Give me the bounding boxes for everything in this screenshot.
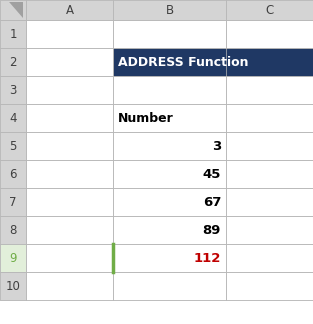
Bar (226, 0, 313, 20)
Text: B: B (166, 4, 174, 17)
Bar (226, 76, 313, 104)
Text: 9: 9 (9, 251, 17, 264)
Bar (0, 160, 26, 188)
Bar (0, 76, 26, 104)
Bar (113, 160, 226, 188)
Text: A: A (65, 4, 74, 17)
Bar (26, 244, 113, 272)
Bar (226, 188, 313, 216)
Text: 8: 8 (9, 224, 17, 237)
Bar (26, 188, 113, 216)
Text: Number: Number (118, 111, 174, 124)
Bar (113, 48, 313, 76)
Bar (113, 48, 226, 76)
Bar (226, 48, 313, 76)
Text: 3: 3 (9, 84, 17, 97)
Bar (113, 272, 226, 300)
Text: 89: 89 (203, 224, 221, 237)
Text: 4: 4 (9, 111, 17, 124)
Bar (113, 104, 226, 132)
Bar (0, 216, 26, 244)
Bar (226, 160, 313, 188)
Bar (226, 216, 313, 244)
Bar (226, 272, 313, 300)
Text: 45: 45 (203, 168, 221, 180)
Bar (26, 160, 113, 188)
Bar (26, 76, 113, 104)
Bar (0, 132, 26, 160)
Bar (26, 0, 113, 20)
Bar (113, 188, 226, 216)
Bar (0, 188, 26, 216)
Polygon shape (9, 2, 23, 18)
Bar (26, 48, 113, 76)
Bar (226, 132, 313, 160)
Text: 7: 7 (9, 195, 17, 209)
Bar (0, 272, 26, 300)
Bar (0, 0, 26, 20)
Text: ADDRESS Function: ADDRESS Function (118, 55, 249, 68)
Bar (0, 20, 26, 48)
Bar (226, 104, 313, 132)
Text: 2: 2 (9, 55, 17, 68)
Text: 10: 10 (6, 280, 20, 293)
Bar (113, 132, 226, 160)
Bar (113, 0, 226, 20)
Bar (26, 272, 113, 300)
Text: C: C (265, 4, 274, 17)
Bar (113, 20, 226, 48)
Bar (26, 104, 113, 132)
Text: 67: 67 (203, 195, 221, 209)
Text: 1: 1 (9, 28, 17, 40)
Bar (26, 20, 113, 48)
Bar (226, 244, 313, 272)
Bar (0, 244, 26, 272)
Text: 3: 3 (212, 140, 221, 153)
Bar (113, 216, 226, 244)
Text: 6: 6 (9, 168, 17, 180)
Text: 112: 112 (194, 251, 221, 264)
Text: 5: 5 (9, 140, 17, 153)
Bar (113, 76, 226, 104)
Bar (0, 48, 26, 76)
Bar (226, 20, 313, 48)
Bar (0, 104, 26, 132)
Bar (113, 244, 226, 272)
Bar (26, 216, 113, 244)
Bar (26, 132, 113, 160)
